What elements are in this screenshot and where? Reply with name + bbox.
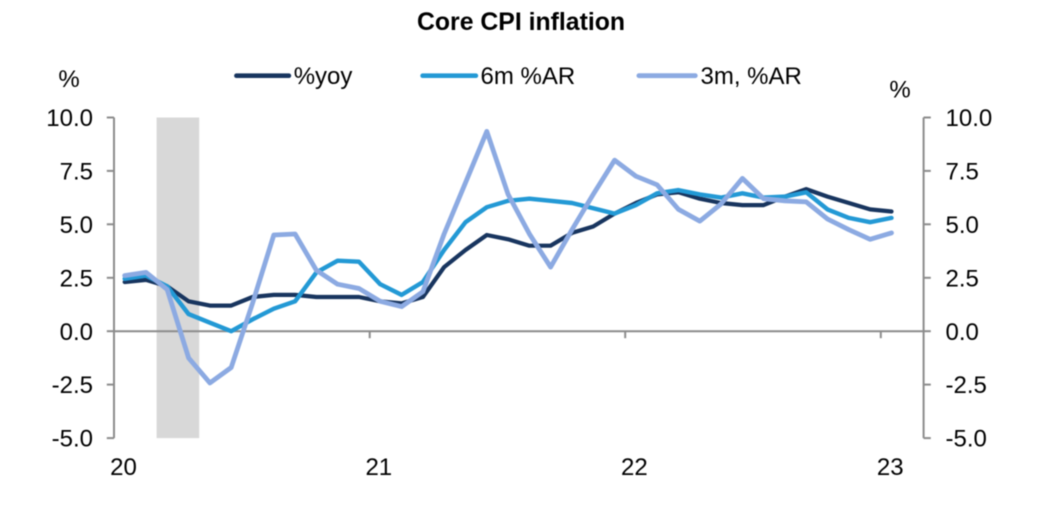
svg-text:22: 22 [621,454,648,481]
svg-text:Core CPI inflation: Core CPI inflation [417,9,625,36]
svg-text:0.0: 0.0 [946,319,979,346]
svg-text:2.5: 2.5 [60,265,93,292]
svg-text:21: 21 [365,454,392,481]
svg-text:-5.0: -5.0 [52,426,93,453]
svg-text:5.0: 5.0 [946,212,979,239]
svg-text:20: 20 [110,454,137,481]
svg-text:%: % [889,76,910,103]
svg-text:3m, %AR: 3m, %AR [701,63,802,90]
svg-text:-2.5: -2.5 [52,372,93,399]
svg-text:10.0: 10.0 [946,105,993,132]
svg-text:7.5: 7.5 [60,159,93,186]
svg-text:-2.5: -2.5 [946,372,987,399]
svg-text:5.0: 5.0 [60,212,93,239]
svg-text:%yoy: %yoy [294,63,353,90]
svg-text:23: 23 [877,454,904,481]
svg-text:%: % [58,66,79,93]
svg-text:-5.0: -5.0 [946,426,987,453]
svg-text:10.0: 10.0 [46,105,93,132]
svg-text:0.0: 0.0 [60,319,93,346]
svg-text:7.5: 7.5 [946,159,979,186]
svg-text:2.5: 2.5 [946,265,979,292]
svg-text:6m %AR: 6m %AR [481,63,576,90]
